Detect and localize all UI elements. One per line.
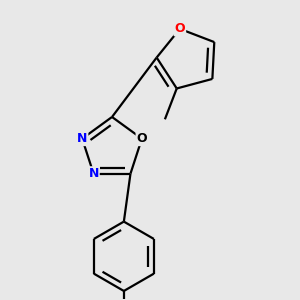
Text: N: N	[77, 132, 87, 145]
Text: O: O	[136, 132, 147, 145]
Text: O: O	[175, 22, 185, 35]
Text: N: N	[88, 167, 99, 180]
